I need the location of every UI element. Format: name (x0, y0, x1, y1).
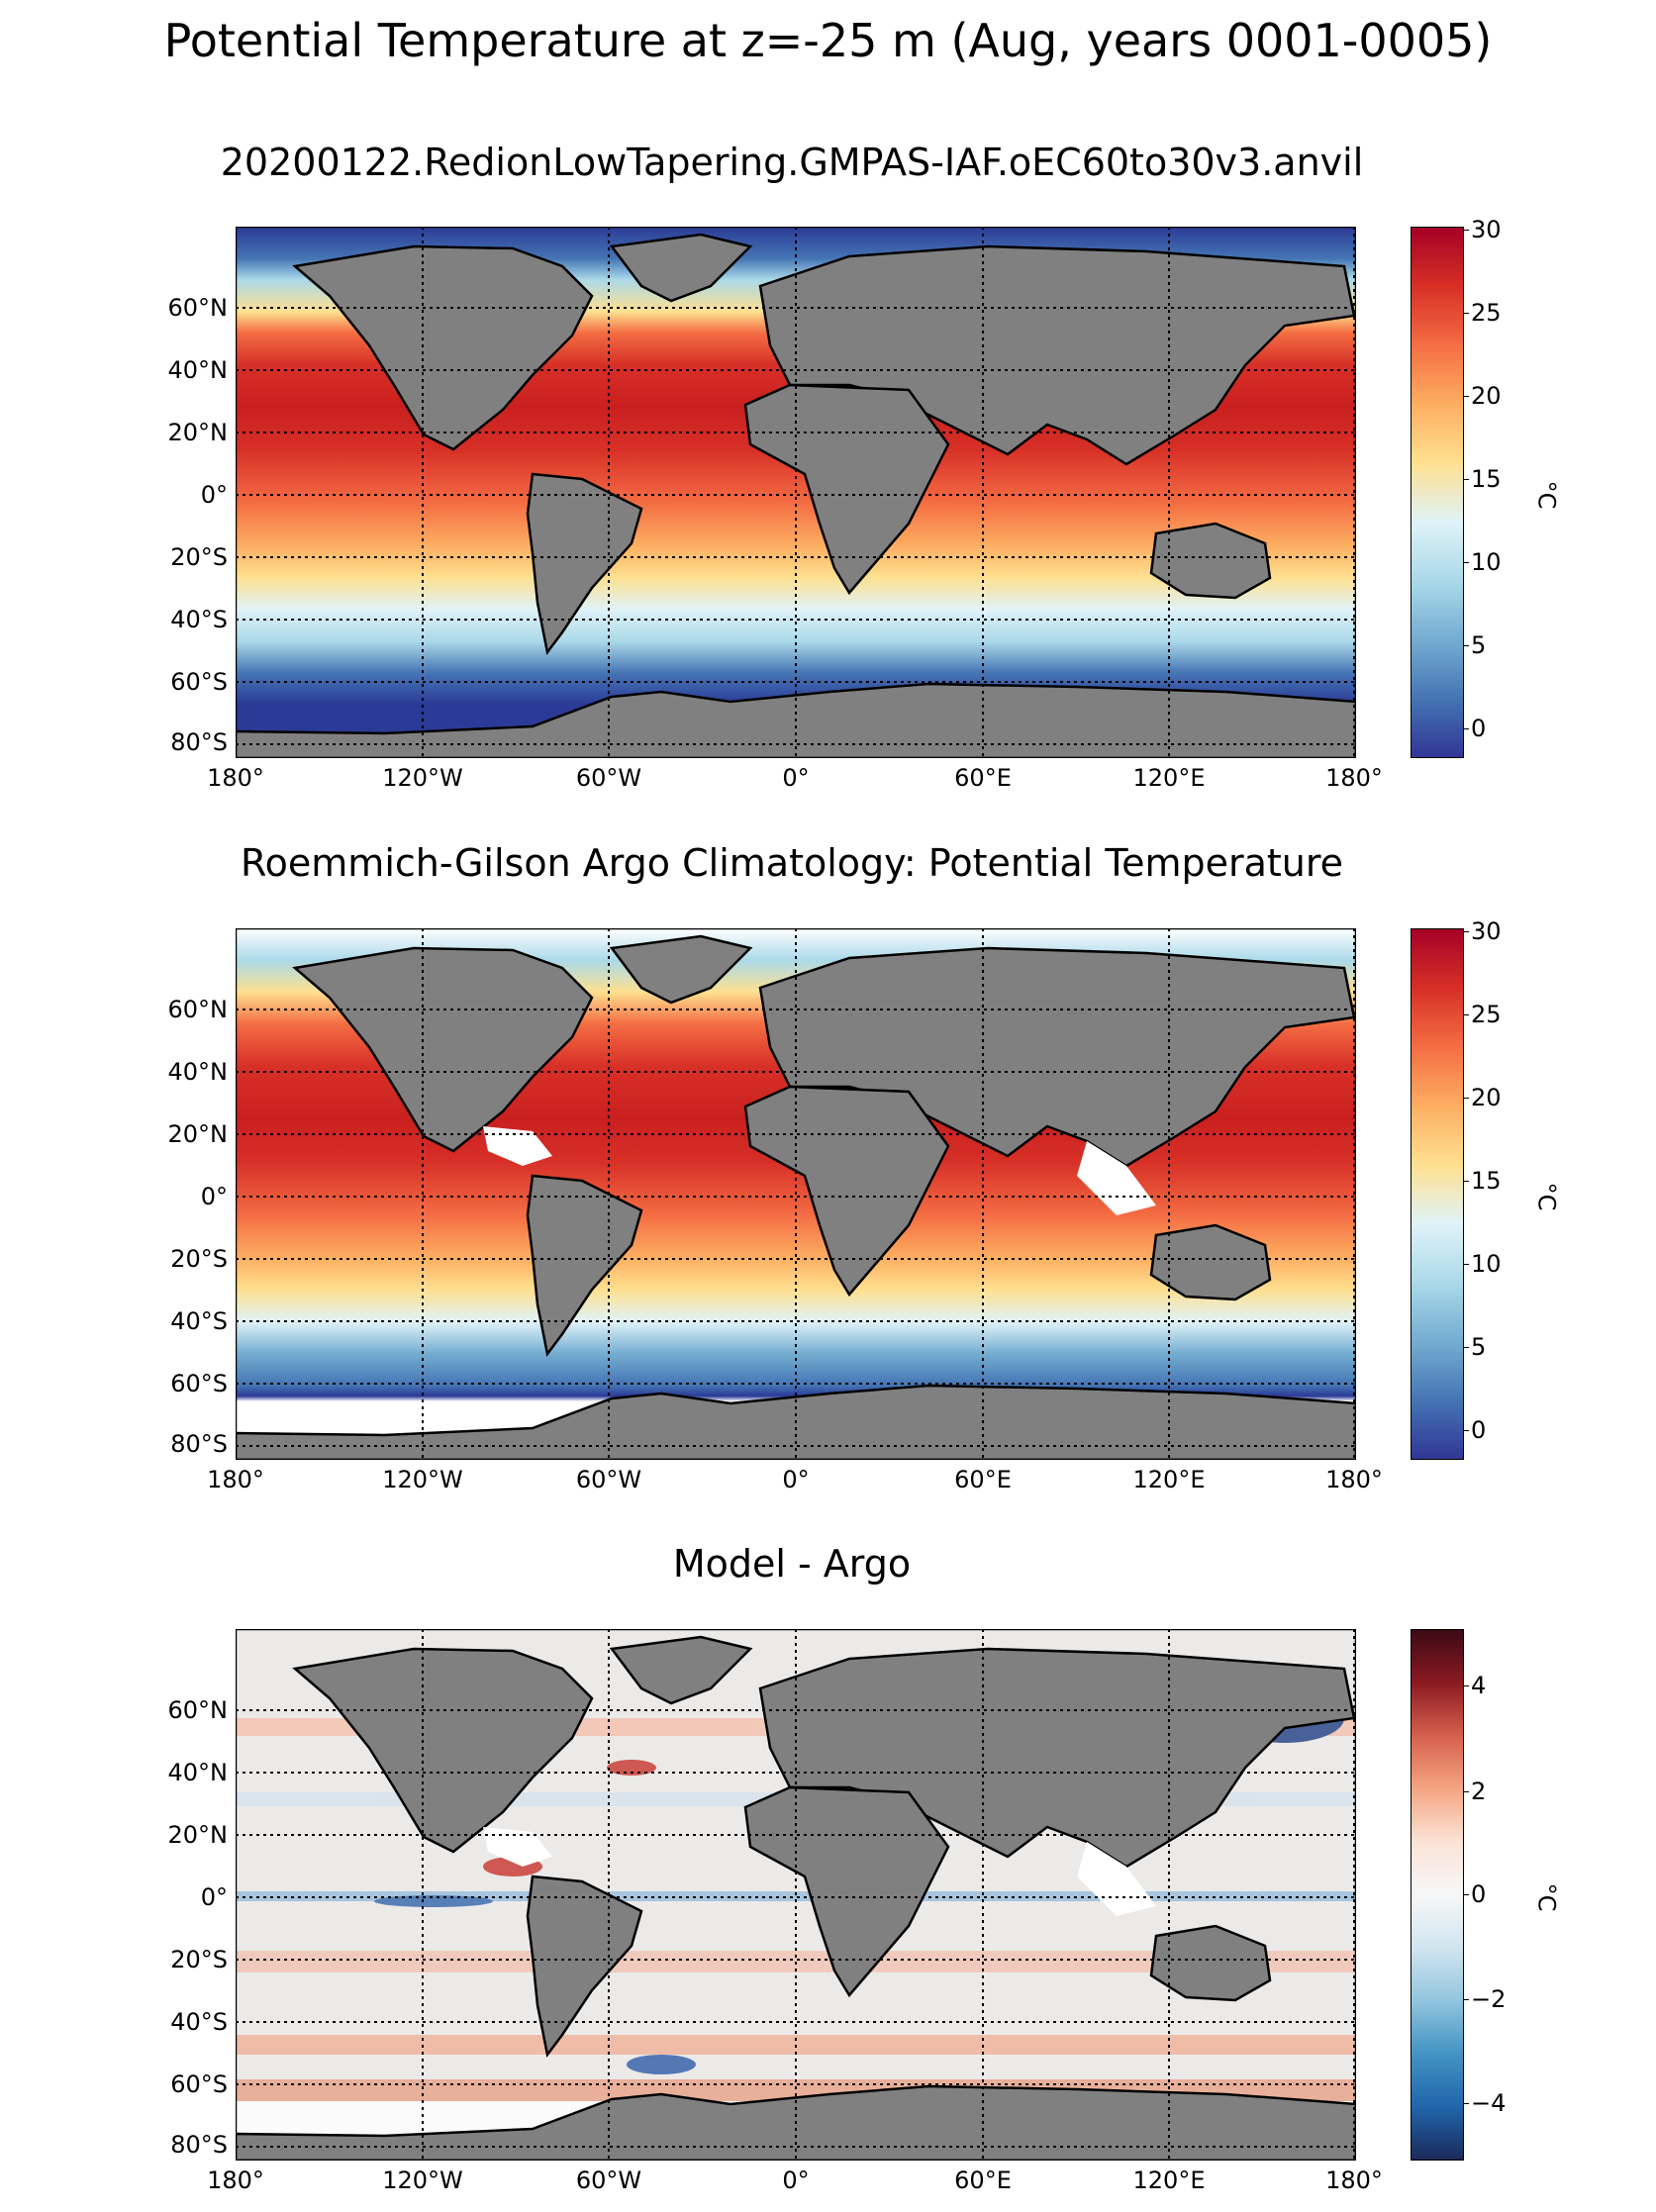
colorbar-tick: 20 (1463, 382, 1502, 410)
lon-tick: 120°W (382, 764, 463, 792)
lon-tick: 180° (1325, 2166, 1383, 2194)
lat-tick: 20°N (167, 419, 229, 446)
lat-tick: 80°S (170, 2131, 228, 2159)
colorbar-tick: 15 (1463, 1167, 1502, 1195)
colorbar-tick: −4 (1462, 2089, 1507, 2117)
colorbar-tick: 20 (1463, 1084, 1502, 1111)
lat-tick: 20°S (170, 1245, 228, 1273)
colorbar-tick: 15 (1463, 465, 1502, 493)
lat-tick: 40°S (170, 1307, 228, 1335)
lon-tick: 180° (207, 764, 264, 792)
lon-tick: 120°W (382, 2166, 463, 2194)
colorbar-tick: 25 (1463, 299, 1502, 327)
lon-tick: 60°E (954, 2166, 1012, 2194)
lon-tick: 60°W (575, 1466, 642, 1493)
colorbar-label: °C (1532, 1182, 1561, 1211)
panel-title: Roemmich-Gilson Argo Climatology: Potent… (240, 841, 1344, 885)
panel-title: 20200122.RedionLowTapering.GMPAS-IAF.oEC… (220, 141, 1364, 184)
temperature-map (236, 928, 1356, 1460)
colorbar-tick: 10 (1463, 1250, 1502, 1278)
lat-tick: 40°N (167, 1759, 229, 1786)
lon-tick: 0° (782, 2166, 810, 2194)
panel-title: Model - Argo (672, 1542, 912, 1586)
colorbar-tick: 2 (1462, 1778, 1487, 1805)
lat-tick: 60°S (170, 668, 228, 696)
lon-tick: 120°E (1132, 1466, 1206, 1493)
lat-tick: 0° (200, 1883, 228, 1911)
colorbar-tick: 0 (1462, 1880, 1487, 1908)
lat-tick: 20°N (167, 1821, 229, 1849)
difference-map (236, 1629, 1356, 2161)
lat-tick: 40°N (167, 356, 229, 384)
colorbar-tick: 5 (1462, 631, 1487, 659)
lon-tick: 180° (207, 2166, 264, 2194)
lat-tick: 40°N (167, 1058, 229, 1086)
colorbar-tick: 30 (1463, 216, 1502, 243)
temperature-map (236, 227, 1356, 758)
lon-tick: 60°W (575, 2166, 642, 2194)
colorbar-tick: 0 (1462, 1416, 1487, 1444)
figure-suptitle: Potential Temperature at z=-25 m (Aug, y… (163, 14, 1493, 67)
colorbar-tick: 25 (1463, 1001, 1502, 1028)
lon-tick: 60°W (575, 764, 642, 792)
colorbar-tick: 10 (1463, 548, 1502, 576)
lon-tick: 120°E (1132, 2166, 1206, 2194)
colorbar (1411, 928, 1464, 1460)
lon-tick: 0° (782, 1466, 810, 1493)
lat-tick: 60°N (167, 294, 229, 322)
lon-tick: 180° (1325, 764, 1383, 792)
lon-tick: 180° (1325, 1466, 1383, 1493)
lon-tick: 120°W (382, 1466, 463, 1493)
colorbar-tick: 0 (1462, 715, 1487, 742)
lat-tick: 20°N (167, 1120, 229, 1148)
lat-tick: 80°S (170, 728, 228, 756)
lat-tick: 80°S (170, 1430, 228, 1458)
colorbar-tick: 5 (1462, 1333, 1487, 1361)
lon-tick: 180° (207, 1466, 264, 1493)
colorbar-label: °C (1532, 480, 1561, 510)
lon-tick: 120°E (1132, 764, 1206, 792)
colorbar-label: °C (1532, 1882, 1561, 1912)
lat-tick: 0° (200, 1183, 228, 1210)
lat-tick: 60°N (167, 1696, 229, 1724)
lat-tick: 60°N (167, 996, 229, 1023)
lon-tick: 0° (782, 764, 810, 792)
lat-tick: 40°S (170, 2008, 228, 2036)
lat-tick: 60°S (170, 1370, 228, 1397)
land-mask (236, 934, 1356, 1460)
colorbar-tick: 30 (1463, 917, 1502, 945)
colorbar (1411, 1629, 1464, 2161)
land-mask (236, 233, 1356, 758)
colorbar-tick: 4 (1462, 1672, 1487, 1699)
lat-tick: 60°S (170, 2070, 228, 2098)
lat-tick: 20°S (170, 543, 228, 571)
lon-tick: 60°E (954, 1466, 1012, 1493)
lon-tick: 60°E (954, 764, 1012, 792)
lat-tick: 40°S (170, 606, 228, 633)
colorbar (1411, 227, 1464, 758)
lat-tick: 0° (200, 481, 228, 509)
colorbar-tick: −2 (1462, 1985, 1507, 2013)
lat-tick: 20°S (170, 1946, 228, 1973)
